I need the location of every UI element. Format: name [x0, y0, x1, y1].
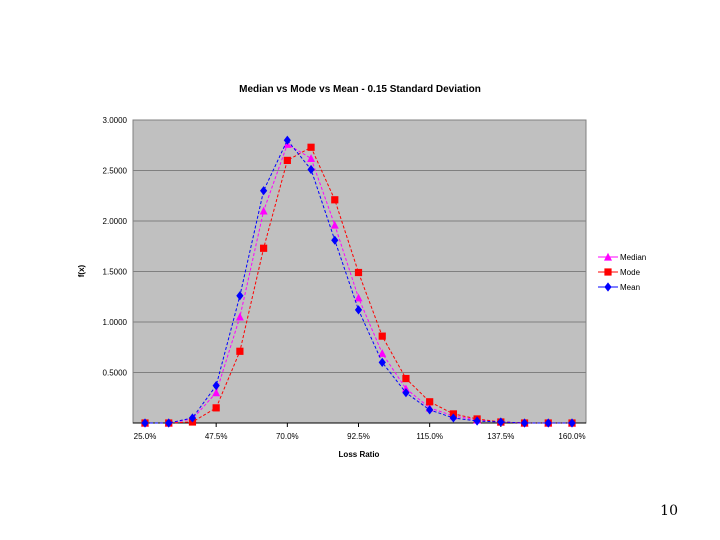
- y-tick-labels: 0.5000 1.0000 1.5000 2.0000 2.5000 3.0000: [103, 116, 128, 378]
- data-point-median: [307, 154, 316, 162]
- series-mean: [141, 135, 576, 428]
- data-point-mean: [283, 135, 291, 145]
- legend-marker-mode: [604, 268, 612, 276]
- legend: Median Mode Mean: [592, 249, 660, 295]
- data-point-mean: [354, 305, 363, 315]
- data-point-mode: [331, 196, 339, 204]
- data-point-mode: [307, 143, 315, 151]
- grid-lines: [133, 170, 586, 373]
- data-point-median: [235, 312, 244, 321]
- data-point-mean: [307, 164, 315, 175]
- series-layer: [141, 135, 576, 428]
- data-point-mean: [568, 418, 576, 428]
- data-point-mean: [260, 186, 268, 196]
- data-point-mean: [378, 357, 386, 367]
- y-tick-label: 2.0000: [103, 217, 128, 226]
- y-tick-label: 3.0000: [103, 116, 128, 125]
- data-point-mean: [544, 418, 552, 428]
- data-point-mode: [212, 404, 220, 412]
- x-tick-label: 115.0%: [416, 432, 443, 441]
- x-axis-label: Loss Ratio: [339, 450, 380, 459]
- data-point-mean: [449, 413, 457, 423]
- data-point-mean: [188, 413, 197, 423]
- data-point-mean: [212, 381, 220, 391]
- data-point-mean: [141, 418, 149, 428]
- y-tick-label: 0.5000: [103, 369, 128, 378]
- legend-marker-mean: [604, 282, 612, 292]
- y-tick-label: 1.0000: [103, 318, 128, 327]
- y-tick-label: 1.5000: [103, 268, 128, 277]
- x-tick-label: 160.0%: [558, 432, 585, 441]
- data-point-mode: [402, 374, 410, 383]
- data-point-mode: [283, 156, 291, 164]
- data-point-mean: [497, 417, 505, 427]
- legend-marker-median: [604, 252, 612, 261]
- data-point-mode: [260, 244, 268, 252]
- x-tick-labels: 25.0% 47.5% 70.0% 92.5% 115.0% 137.5% 160.0%: [133, 422, 586, 441]
- x-tick-label: 137.5%: [487, 432, 514, 441]
- x-tick-label: 92.5%: [347, 432, 370, 441]
- x-tick-label: 47.5%: [205, 432, 228, 441]
- data-point-mode: [378, 332, 386, 340]
- y-tick-label: 2.5000: [103, 167, 128, 176]
- data-point-median: [378, 349, 387, 357]
- data-point-median: [330, 220, 339, 229]
- page-number: 10: [660, 503, 678, 519]
- data-point-mean: [473, 416, 481, 426]
- data-point-mode: [236, 347, 244, 355]
- y-axis-label: f(x): [77, 264, 86, 277]
- data-point-median: [259, 206, 268, 215]
- x-tick-label: 70.0%: [276, 432, 299, 441]
- data-point-mean: [236, 291, 244, 301]
- data-point-mode: [354, 268, 363, 277]
- data-point-mean: [331, 235, 339, 245]
- chart-title: Median vs Mode vs Mean - 0.15 Standard D…: [239, 84, 481, 95]
- data-point-mean: [426, 405, 434, 415]
- legend-label-mode: Mode: [620, 268, 641, 277]
- legend-label-median: Median: [620, 253, 646, 262]
- data-point-mean: [402, 388, 410, 398]
- x-tick-label: 25.0%: [134, 432, 157, 441]
- data-point-median: [212, 388, 221, 397]
- data-point-mean: [520, 418, 529, 428]
- data-point-median: [354, 293, 363, 302]
- legend-label-mean: Mean: [620, 283, 640, 292]
- data-point-mean: [165, 418, 173, 428]
- data-point-mode: [426, 398, 434, 406]
